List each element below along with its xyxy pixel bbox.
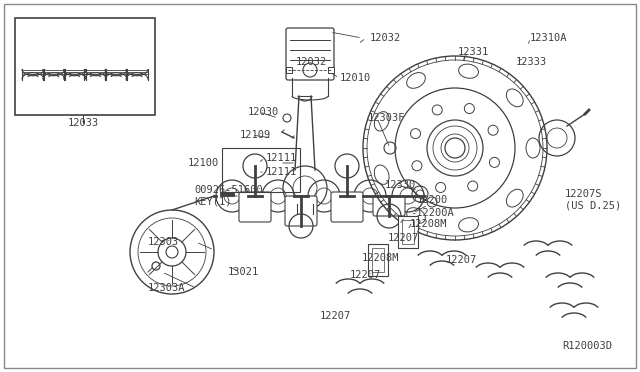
Text: 12330: 12330 — [385, 180, 416, 190]
Bar — [398, 216, 418, 248]
Text: 12303A: 12303A — [148, 283, 186, 293]
Text: 12331: 12331 — [458, 47, 489, 57]
Text: 12030: 12030 — [248, 107, 279, 117]
Text: 12200: 12200 — [417, 195, 448, 205]
FancyBboxPatch shape — [286, 28, 334, 80]
Bar — [402, 220, 414, 244]
Text: 12333: 12333 — [516, 57, 547, 67]
FancyBboxPatch shape — [331, 192, 363, 222]
Text: 12109: 12109 — [240, 130, 271, 140]
Text: 12207: 12207 — [388, 233, 419, 243]
Text: 12207S
(US D.25): 12207S (US D.25) — [565, 189, 621, 211]
FancyBboxPatch shape — [285, 196, 317, 226]
FancyBboxPatch shape — [239, 192, 271, 222]
Text: 12208M: 12208M — [410, 219, 447, 229]
Text: 12111: 12111 — [266, 167, 297, 177]
Text: 12310A: 12310A — [530, 33, 568, 43]
Text: 12032: 12032 — [296, 57, 327, 67]
Text: 00926-51600
KEY(1): 00926-51600 KEY(1) — [194, 185, 263, 207]
Text: 12303F: 12303F — [368, 113, 406, 123]
Text: 12111: 12111 — [266, 153, 297, 163]
Text: 12208M: 12208M — [362, 253, 399, 263]
Text: -12200A: -12200A — [410, 208, 454, 218]
Bar — [220, 192, 234, 196]
Text: 13021: 13021 — [228, 267, 259, 277]
Text: 12032: 12032 — [370, 33, 401, 43]
Bar — [15, 18, 155, 115]
Bar — [286, 67, 292, 73]
Text: 12207: 12207 — [350, 270, 381, 280]
Text: R120003D: R120003D — [562, 341, 612, 351]
Text: 12303: 12303 — [148, 237, 179, 247]
Bar — [372, 248, 384, 272]
FancyBboxPatch shape — [373, 196, 405, 216]
Bar — [368, 244, 388, 276]
Text: 12010: 12010 — [340, 73, 371, 83]
Text: 12207: 12207 — [320, 311, 351, 321]
Circle shape — [152, 262, 160, 270]
Text: 12207: 12207 — [446, 255, 477, 265]
Bar — [222, 148, 300, 192]
Bar — [328, 67, 334, 73]
Text: 12033: 12033 — [67, 118, 99, 128]
Text: 12100: 12100 — [188, 158, 220, 168]
